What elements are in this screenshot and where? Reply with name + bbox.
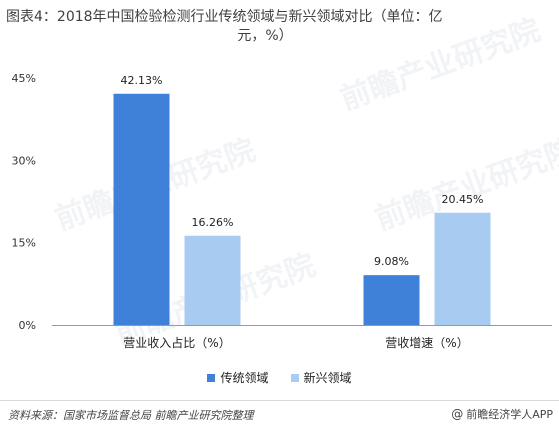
legend-swatch-traditional — [207, 373, 216, 382]
footer-divider — [0, 400, 559, 401]
bar-traditional — [363, 275, 420, 325]
legend-item-emerging: 新兴领域 — [290, 369, 352, 386]
legend-swatch-emerging — [290, 373, 299, 382]
x-category-label: 营业收入占比（%） — [123, 335, 230, 350]
y-axis-ticks: 0% 15% 30% 45% — [12, 72, 36, 332]
data-label-emerging: 20.45% — [442, 193, 484, 206]
watermark-top: 前瞻产业研究院 — [336, 13, 545, 118]
legend-item-traditional: 传统领域 — [207, 369, 269, 386]
bar-emerging — [434, 212, 491, 325]
y-tick-label: 45% — [12, 72, 36, 85]
source-note: 资料来源：国家市场监督总局 前瞻产业研究院整理 — [8, 409, 254, 422]
data-label-emerging: 16.26% — [192, 216, 234, 229]
brand-logo-icon: @ — [451, 407, 464, 421]
brand-credit: @ 前瞻经济学人APP — [451, 406, 553, 422]
legend: 传统领域 新兴领域 — [0, 369, 559, 386]
bar-emerging — [184, 235, 241, 325]
data-label-traditional: 42.13% — [121, 74, 163, 87]
data-label-traditional: 9.08% — [374, 255, 409, 268]
chart-title: 图表4：2018年中国检验检测行业传统领域与新兴领域对比（单位：亿 元，%） — [6, 8, 554, 46]
chart-title-line2: 元，%） — [237, 28, 293, 44]
y-tick-label: 30% — [12, 154, 36, 167]
x-category-label: 营收增速（%） — [385, 336, 468, 350]
y-tick-label: 15% — [12, 237, 36, 250]
legend-label-traditional: 传统领域 — [220, 371, 269, 385]
chart-title-line1: 图表4：2018年中国检验检测行业传统领域与新兴领域对比（单位：亿 — [6, 9, 443, 25]
y-tick-label: 0% — [19, 319, 36, 332]
brand-name: 前瞻经济学人APP — [466, 408, 553, 421]
x-axis-categories: 营业收入占比（%） 营收增速（%） — [123, 335, 468, 350]
bar-traditional — [113, 93, 170, 325]
legend-label-emerging: 新兴领域 — [303, 371, 352, 385]
bars: 42.13% 16.26% 9.08% 20.45% — [113, 74, 491, 325]
